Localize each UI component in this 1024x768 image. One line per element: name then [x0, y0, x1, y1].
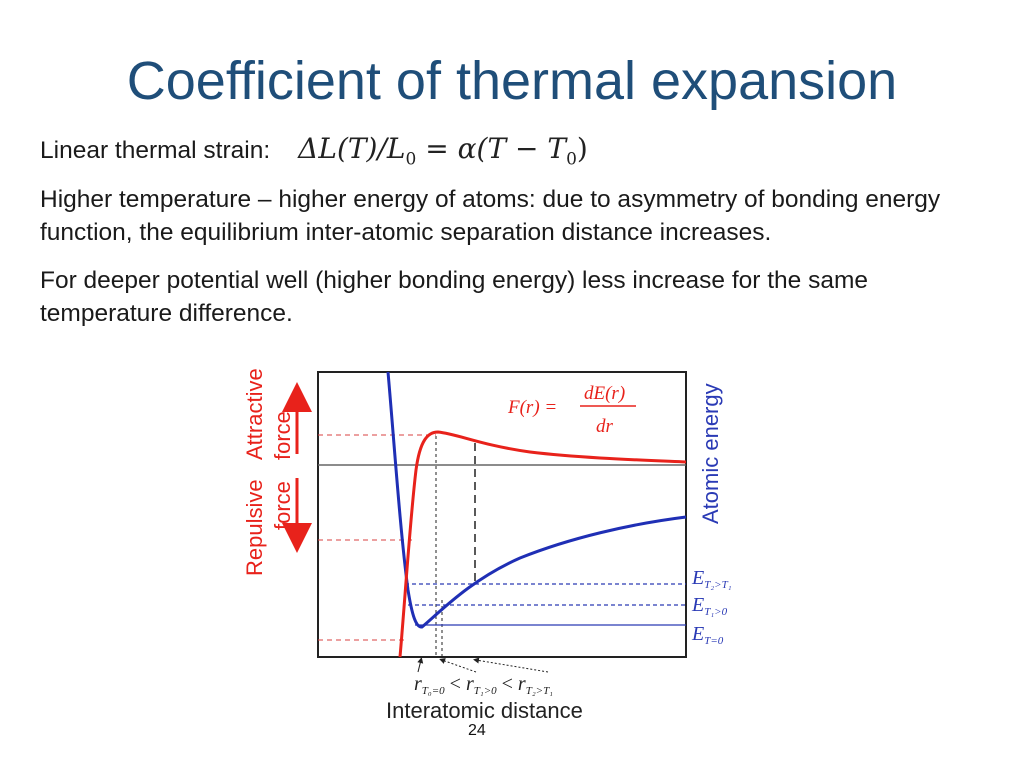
formula-lhs: ΔL(T)/L [298, 132, 406, 165]
paragraph-asymmetry: Higher temperature – higher energy of at… [40, 186, 941, 246]
formula-lhs-sub: 0 [405, 149, 417, 170]
attractive-force-label: force [270, 411, 295, 460]
paragraph-potential-well: For deeper potential well (higher bondin… [40, 267, 869, 327]
force-eq-lhs: F(r) = [507, 397, 557, 418]
energy-level-labels: ET₂>T₁ ET₁>0 ET=0 [691, 567, 732, 647]
strain-line: Linear thermal strain: ΔL(T)/L0 = α(T − … [40, 132, 1000, 177]
plot-frame [317, 371, 687, 658]
energy-label-t2: ET₂>T₁ [691, 567, 732, 591]
left-axis-labels: Attractive force Repulsive force [242, 368, 295, 576]
force-eq-denominator: dr [596, 416, 614, 437]
distance-inequality: rT₀=0 < rT₁>0 < rT₂>T₁ [414, 673, 553, 699]
formula-rhs: = α(T − T [425, 132, 567, 165]
force-curve [398, 430, 687, 658]
r1-pointer [439, 658, 477, 673]
strain-label: Linear thermal strain: [40, 137, 271, 164]
x-axis-label: Interatomic distance [386, 698, 583, 723]
atomic-energy-label: Atomic energy [698, 383, 723, 524]
formula-rhs-end: ) [576, 132, 588, 165]
strain-formula: ΔL(T)/L0 = α(T − T0) [298, 132, 588, 177]
page-number: 24 [468, 722, 486, 739]
r0-pointer [417, 657, 424, 673]
slide-title: Coefficient of thermal expansion [126, 51, 898, 111]
repulsive-label: Repulsive [242, 479, 267, 576]
energy-label-t0: ET=0 [691, 623, 724, 647]
energy-curve [386, 371, 687, 629]
r2-pointer [473, 657, 549, 673]
force-equation: F(r) = dE(r) dr [507, 383, 636, 437]
attractive-label: Attractive [242, 368, 267, 460]
force-eq-numerator: dE(r) [584, 383, 625, 404]
formula-rhs-sub: 0 [566, 149, 577, 170]
repulsive-force-label: force [270, 481, 295, 530]
energy-label-t1: ET₁>0 [691, 594, 728, 618]
